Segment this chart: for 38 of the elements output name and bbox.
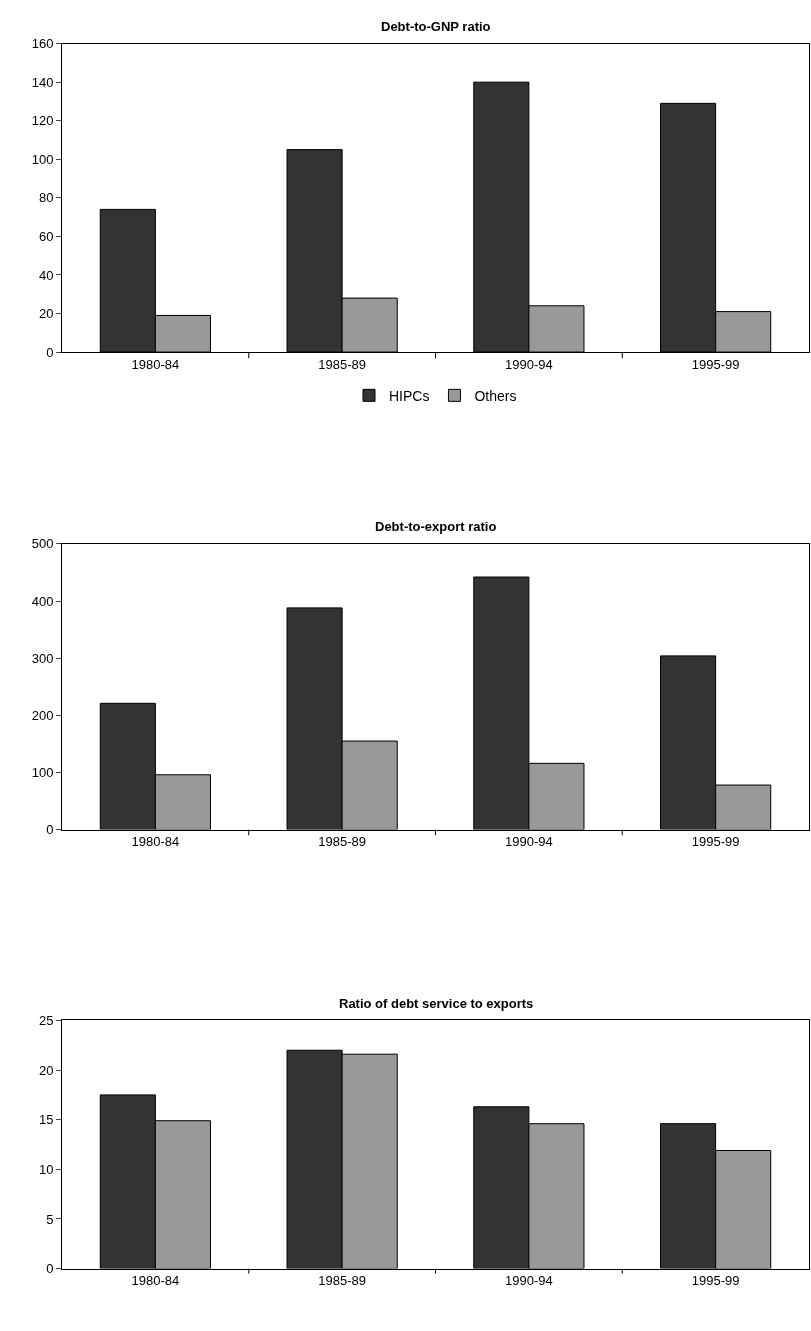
x-tick-label: 1985-89 [318, 834, 366, 850]
y-tick-label: 5 [46, 1211, 54, 1227]
y-tick-label: 80 [38, 190, 54, 206]
y-tick-label: 25 [38, 1013, 54, 1028]
y-tick-label: 160 [31, 36, 54, 52]
x-tick-label: 1990-94 [505, 356, 553, 372]
chart-title: Ratio of debt service to exports [339, 996, 534, 1011]
y-tick-label: 0 [46, 822, 54, 838]
y-tick-label: 200 [31, 707, 54, 723]
y-tick-label: 100 [31, 151, 54, 167]
y-tick-label: 20 [38, 306, 54, 322]
y-tick-label: 0 [46, 1261, 54, 1277]
y-tick-label: 300 [31, 650, 54, 666]
y-tick-label: 140 [31, 74, 54, 90]
legend-label: Others [474, 387, 517, 404]
y-tick-label: 400 [31, 593, 54, 609]
y-tick-label: 100 [31, 765, 54, 781]
x-tick-label: 1985-89 [318, 356, 366, 372]
y-tick-label: 500 [31, 536, 54, 552]
x-tick-label: 1995-99 [691, 1273, 740, 1289]
y-tick-label: 40 [38, 267, 54, 283]
x-tick-label: 1995-99 [691, 356, 740, 372]
y-tick-label: 120 [31, 113, 54, 129]
chart-title: Debt-to-export ratio [375, 519, 497, 534]
x-tick-label: 1990-94 [505, 1273, 553, 1289]
x-tick-label: 1980-84 [131, 1273, 180, 1289]
x-tick-label: 1985-89 [318, 1273, 366, 1289]
chart-title: Debt-to-GNP ratio [381, 19, 491, 34]
y-tick-label: 15 [38, 1112, 54, 1128]
x-tick-label: 1980-84 [131, 834, 180, 850]
legend-label: HIPCs [389, 387, 430, 404]
y-tick-label: 10 [38, 1161, 54, 1177]
y-tick-label: 0 [46, 344, 54, 360]
x-tick-label: 1980-84 [131, 356, 180, 372]
y-tick-label: 60 [38, 228, 54, 244]
x-tick-label: 1990-94 [505, 834, 553, 850]
x-tick-label: 1995-99 [691, 834, 740, 850]
y-tick-label: 20 [38, 1062, 54, 1078]
